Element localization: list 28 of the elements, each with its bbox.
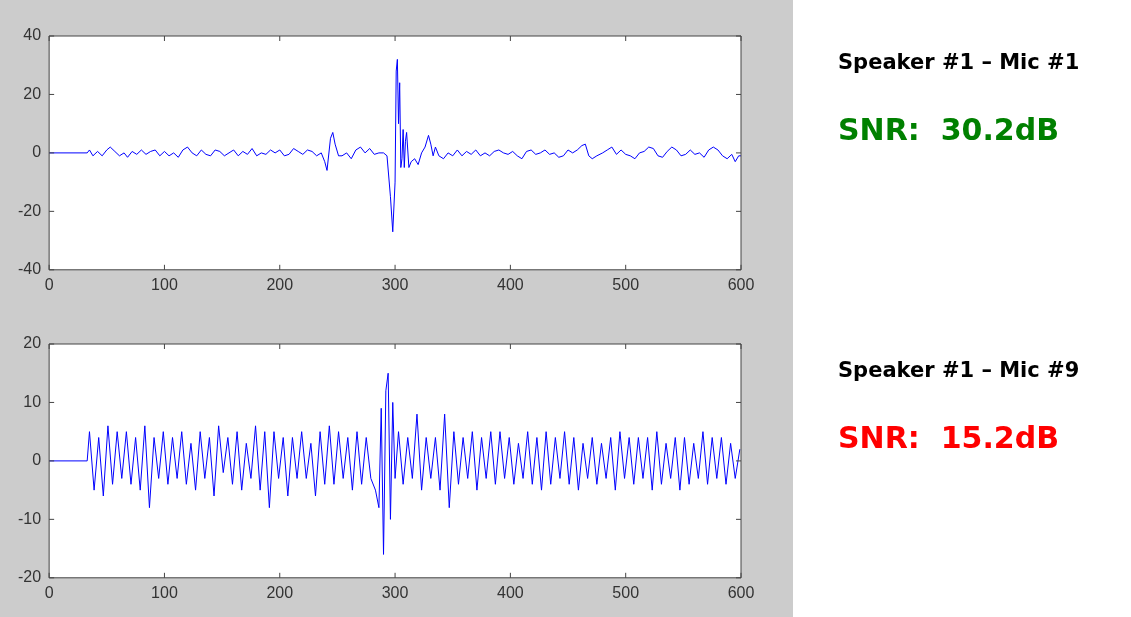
x-tick-label: 100 xyxy=(151,583,178,601)
x-tick-label: 0 xyxy=(44,583,54,601)
y-tick-label: -40 xyxy=(18,260,42,278)
x-tick-label: 200 xyxy=(266,583,294,601)
x-tick-label: 600 xyxy=(727,583,755,601)
y-tick-label: -20 xyxy=(18,201,42,219)
text: SNR: 15.2dB xyxy=(838,420,1061,455)
x-tick-label: 300 xyxy=(381,275,409,293)
x-tick-label: 200 xyxy=(266,275,294,293)
x-tick-label: 400 xyxy=(497,275,524,293)
y-tick-label: 10 xyxy=(23,392,42,410)
y-tick-label: 20 xyxy=(23,84,42,102)
y-tick-label: 20 xyxy=(23,334,42,352)
x-tick-label: 500 xyxy=(612,583,640,601)
y-tick-label: 40 xyxy=(23,26,42,44)
x-tick-label: 400 xyxy=(497,583,524,601)
text: Speaker #1 – Mic #1 xyxy=(838,50,1081,74)
y-tick-label: 0 xyxy=(32,451,42,469)
y-tick-label: -20 xyxy=(18,568,42,586)
text: SNR: 30.2dB xyxy=(838,112,1061,147)
y-tick-label: 0 xyxy=(32,143,42,161)
x-tick-label: 600 xyxy=(727,275,755,293)
x-tick-label: 0 xyxy=(44,275,54,293)
x-tick-label: 500 xyxy=(612,275,640,293)
x-tick-label: 300 xyxy=(381,583,409,601)
y-tick-label: -10 xyxy=(18,509,42,527)
x-tick-label: 100 xyxy=(151,275,178,293)
text: Speaker #1 – Mic #9 xyxy=(838,358,1081,382)
